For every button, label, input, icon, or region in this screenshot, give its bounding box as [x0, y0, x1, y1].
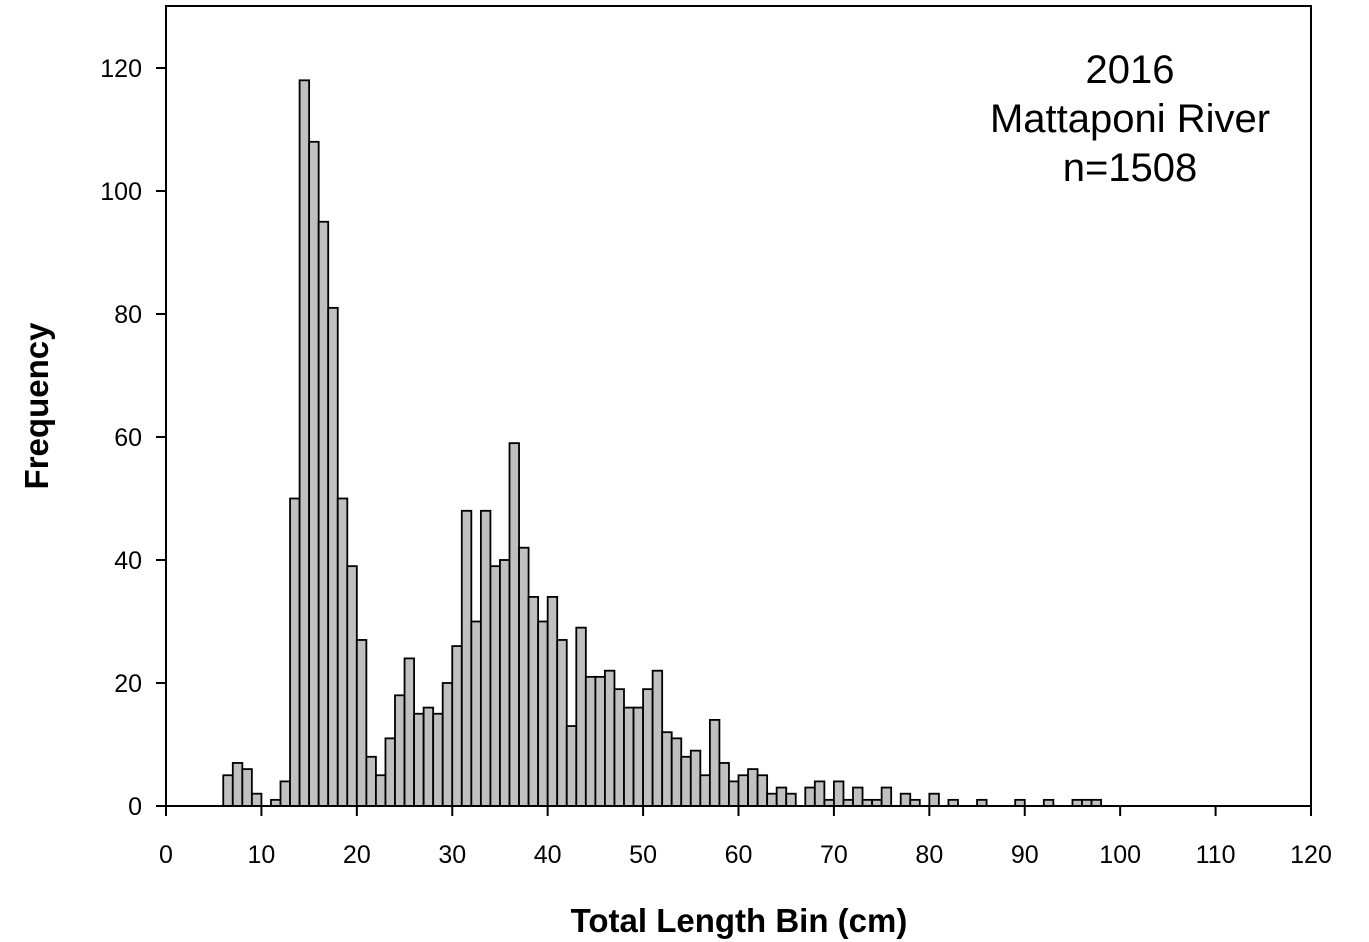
- x-axis-title: Total Length Bin (cm): [571, 902, 908, 939]
- histogram-bar: [785, 792, 797, 807]
- histogram-bar: [527, 596, 540, 807]
- x-tick-label: 100: [1099, 841, 1141, 869]
- histogram-bar: [365, 755, 377, 807]
- x-tick-label: 50: [629, 841, 657, 869]
- x-tick-label: 40: [534, 841, 562, 869]
- x-tick-label: 60: [725, 841, 753, 869]
- histogram-bar: [346, 565, 358, 807]
- histogram-bar: [308, 140, 320, 807]
- histogram-bar: [537, 620, 549, 807]
- x-tick-label: 90: [1011, 841, 1039, 869]
- histogram-bar: [479, 509, 492, 807]
- histogram-bar: [403, 657, 415, 807]
- histogram-bar: [556, 639, 568, 807]
- histogram-bar: [279, 780, 291, 807]
- histogram-bar: [651, 669, 664, 807]
- histogram-bar: [728, 780, 740, 807]
- histogram-bar: [766, 792, 778, 807]
- y-tick-label: 120: [100, 55, 142, 83]
- y-tick-label: 80: [114, 301, 142, 329]
- histogram-bar: [594, 675, 606, 807]
- chart-annotation-line-2: Mattaponi River: [990, 97, 1270, 141]
- histogram-bar: [575, 626, 587, 807]
- histogram-bar: [384, 737, 396, 807]
- x-tick-label: 30: [438, 841, 466, 869]
- y-axis-title: Frequency: [18, 322, 55, 490]
- histogram-bar: [613, 688, 625, 807]
- histogram-bar: [250, 792, 263, 807]
- histogram-bar: [708, 719, 721, 807]
- histogram-bar: [508, 442, 520, 807]
- histogram-bar: [241, 768, 253, 807]
- y-tick-label: 60: [114, 424, 142, 452]
- histogram-bar: [604, 669, 616, 807]
- histogram-bar: [737, 774, 749, 807]
- histogram-bar: [584, 675, 597, 807]
- histogram-bar: [670, 737, 683, 807]
- histogram-bar: [422, 706, 435, 807]
- histogram-bar: [375, 774, 387, 807]
- histogram-bar: [833, 780, 845, 807]
- histogram-bar: [460, 509, 473, 807]
- x-tick-label: 10: [248, 841, 276, 869]
- histogram-bar: [355, 639, 368, 807]
- x-tick-label: 20: [343, 841, 371, 869]
- histogram-bar: [317, 220, 330, 807]
- histogram-bar: [689, 749, 702, 807]
- histogram-bar: [804, 786, 816, 807]
- x-tick-label: 80: [915, 841, 943, 869]
- x-tick-label: 70: [820, 841, 848, 869]
- y-tick-label: 40: [114, 547, 142, 575]
- histogram-bar: [441, 682, 454, 807]
- histogram-bar: [718, 762, 730, 807]
- histogram-bar: [699, 774, 711, 807]
- x-tick-label: 110: [1196, 841, 1236, 869]
- y-tick-label: 0: [128, 793, 142, 821]
- histogram-bar: [880, 786, 893, 807]
- histogram-bar: [813, 780, 826, 807]
- histogram-bar: [518, 546, 530, 807]
- histogram-bar: [642, 688, 654, 807]
- y-tick-label: 100: [100, 178, 142, 206]
- histogram-bar: [661, 731, 673, 807]
- chart-annotation-line-3: n=1508: [1063, 146, 1198, 190]
- histogram-bar: [222, 774, 234, 807]
- histogram-bar: [899, 792, 912, 807]
- histogram-bar: [546, 596, 559, 807]
- histogram-bar: [394, 694, 406, 807]
- histogram-bar: [623, 706, 635, 807]
- histogram-bar: [852, 786, 864, 807]
- histogram-bar: [928, 792, 940, 807]
- histogram-bar: [489, 565, 501, 807]
- histogram-bar: [747, 768, 759, 807]
- histogram-bar: [632, 706, 644, 807]
- x-tick-label: 120: [1290, 841, 1332, 869]
- histogram-bar: [756, 774, 769, 807]
- x-axis: 0 10 20 30 40 50 60 70 80 90 100 110 120: [159, 806, 1332, 869]
- histogram-bar: [327, 306, 339, 807]
- histogram-bar: [336, 497, 349, 807]
- histogram-bar: [680, 755, 692, 807]
- histogram-bar: [451, 645, 463, 807]
- histogram-bar: [298, 79, 311, 807]
- histogram-bar: [565, 725, 578, 807]
- histogram-bar: [289, 497, 301, 807]
- chart-annotation-line-1: 2016: [1086, 48, 1175, 92]
- histogram-bar: [499, 559, 511, 807]
- y-axis: 0 20 40 60 80 100 120: [100, 55, 166, 821]
- histogram-bar: [231, 762, 244, 807]
- histogram-bar: [775, 786, 788, 807]
- histogram-bar: [470, 620, 482, 807]
- histogram-bar: [432, 712, 444, 807]
- bars-group: [222, 79, 1102, 807]
- x-tick-label: 0: [159, 841, 173, 869]
- histogram-bar: [413, 712, 425, 807]
- y-tick-label: 20: [114, 670, 142, 698]
